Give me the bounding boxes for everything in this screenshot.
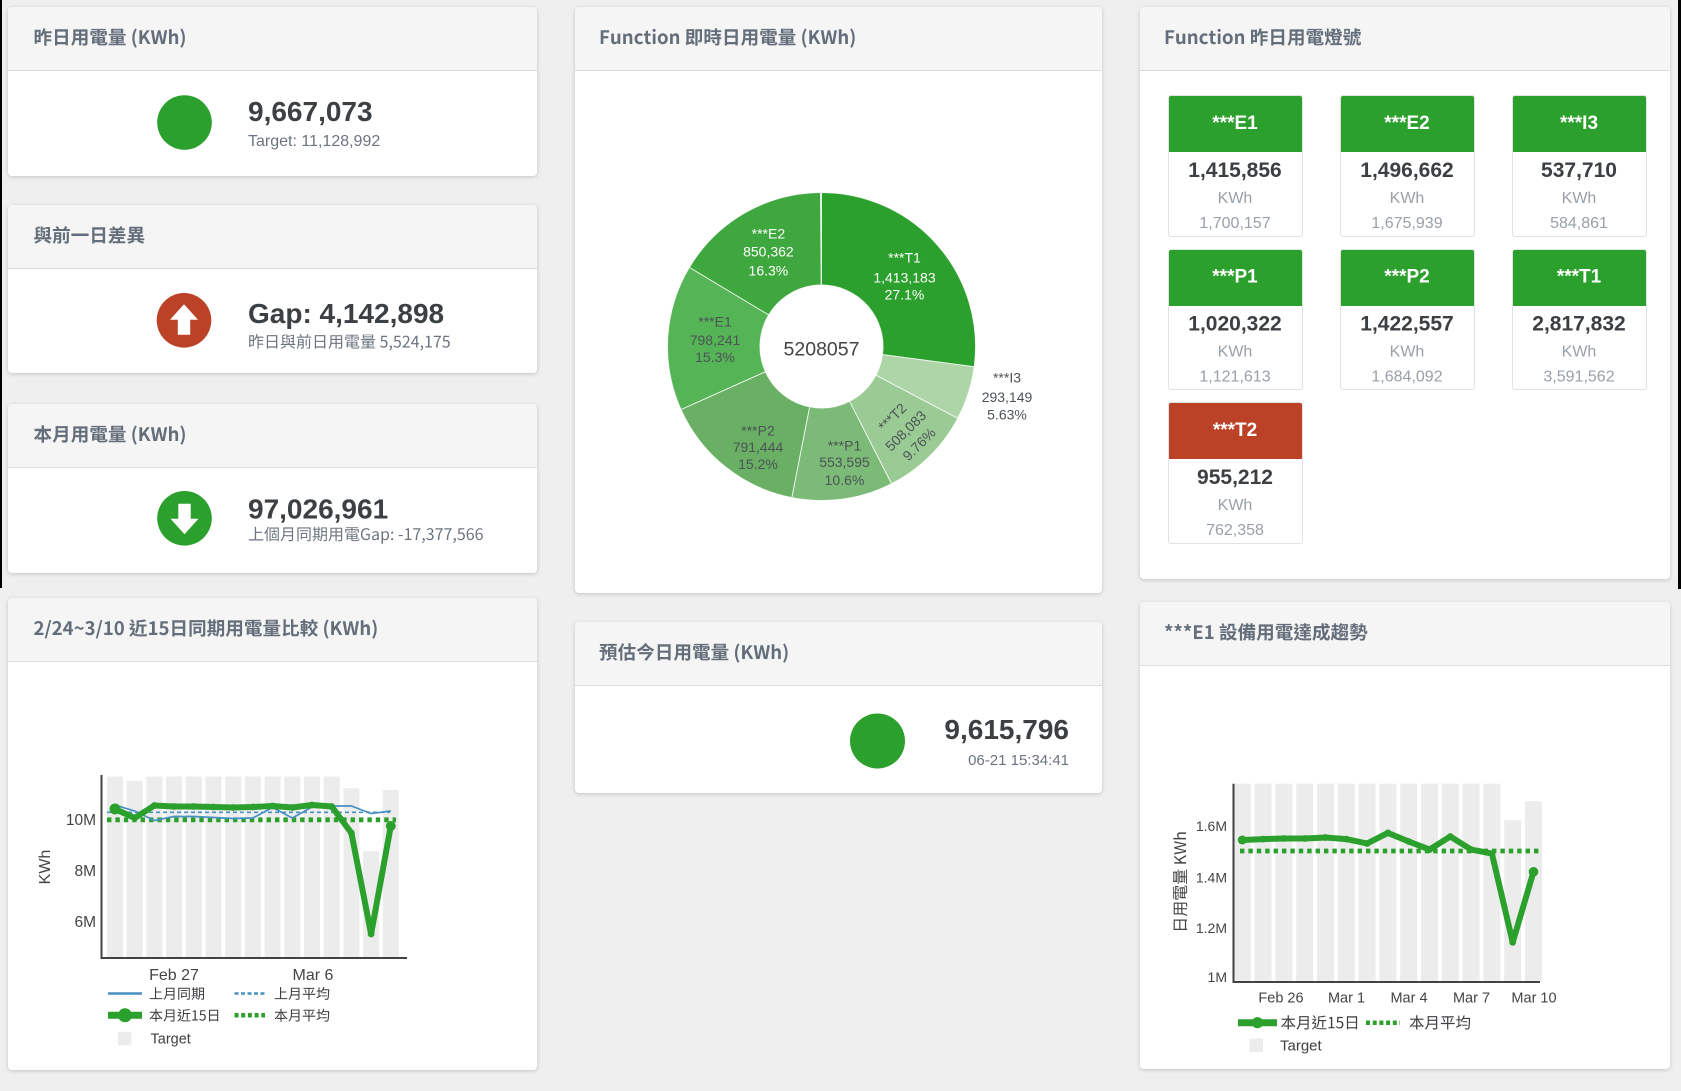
svg-text:KWh: KWh [1390,190,1425,207]
svg-text:16.3%: 16.3% [749,263,789,279]
svg-text:***E1: ***E1 [1212,113,1258,134]
svg-text:1,675,939: 1,675,939 [1371,215,1442,232]
svg-text:27.1%: 27.1% [885,287,925,303]
svg-text:955,212: 955,212 [1197,466,1273,489]
svg-text:5.63%: 5.63% [987,406,1027,422]
svg-text:9,615,796: 9,615,796 [944,714,1069,745]
svg-text:1,422,557: 1,422,557 [1360,313,1453,336]
svg-text:Feb 26: Feb 26 [1258,991,1303,1007]
svg-text:9,667,073: 9,667,073 [248,96,373,127]
svg-text:10M: 10M [66,812,96,829]
svg-text:553,595: 553,595 [819,454,870,470]
svg-text:97,026,961: 97,026,961 [248,494,388,525]
svg-text:Feb 27: Feb 27 [149,967,199,984]
svg-text:KWh: KWh [37,850,54,885]
svg-text:***P2: ***P2 [741,422,775,438]
svg-text:KWh: KWh [1218,344,1253,361]
svg-text:762,358: 762,358 [1206,522,1264,539]
svg-text:KWh: KWh [1562,190,1597,207]
svg-text:***I3: ***I3 [1560,113,1598,134]
svg-text:KWh: KWh [1390,344,1425,361]
svg-text:1M: 1M [1208,969,1227,985]
svg-text:3,591,562: 3,591,562 [1543,369,1614,386]
svg-text:1,415,856: 1,415,856 [1188,159,1281,182]
svg-text:Mar 4: Mar 4 [1390,991,1427,1007]
svg-text:1,700,157: 1,700,157 [1199,215,1270,232]
svg-text:KWh: KWh [1218,497,1253,514]
svg-text:850,362: 850,362 [743,244,794,260]
svg-text:***E2: ***E2 [1384,113,1429,134]
svg-text:***E1: ***E1 [698,313,732,329]
svg-text:15.3%: 15.3% [695,349,735,365]
svg-text:537,710: 537,710 [1541,159,1617,182]
svg-text:06-21 15:34:41: 06-21 15:34:41 [968,752,1069,769]
svg-text:***P1: ***P1 [1212,267,1258,288]
svg-text:8M: 8M [74,863,96,880]
svg-text:***T1: ***T1 [888,250,921,266]
svg-text:KWh: KWh [1562,344,1597,361]
svg-text:15.2%: 15.2% [738,456,778,472]
svg-text:584,861: 584,861 [1550,215,1608,232]
svg-text:1.4M: 1.4M [1196,869,1227,885]
svg-text:Target: Target [1280,1038,1323,1055]
svg-text:10.6%: 10.6% [825,472,865,488]
svg-text:2,817,832: 2,817,832 [1532,313,1625,336]
svg-text:***P2: ***P2 [1384,267,1429,288]
svg-text:293,149: 293,149 [982,389,1033,405]
svg-text:1,496,662: 1,496,662 [1360,159,1453,182]
svg-text:1.6M: 1.6M [1196,818,1227,834]
svg-text:791,444: 791,444 [733,439,784,455]
svg-text:Mar 10: Mar 10 [1511,991,1556,1007]
svg-text:1,684,092: 1,684,092 [1371,369,1442,386]
svg-text:5208057: 5208057 [784,339,860,361]
svg-text:Target: Target [151,1032,191,1048]
svg-text:Mar 1: Mar 1 [1328,991,1365,1007]
svg-text:KWh: KWh [1218,190,1253,207]
svg-text:Target: 11,128,992: Target: 11,128,992 [248,133,380,150]
svg-text:Mar 7: Mar 7 [1453,991,1490,1007]
svg-text:***E2: ***E2 [752,226,786,242]
svg-text:Gap: 4,142,898: Gap: 4,142,898 [248,298,444,329]
svg-text:***I3: ***I3 [993,370,1021,386]
svg-text:***T1: ***T1 [1557,267,1602,288]
svg-text:798,241: 798,241 [690,332,741,348]
svg-text:1,413,183: 1,413,183 [873,270,935,286]
svg-text:Mar 6: Mar 6 [293,967,334,984]
svg-text:***P1: ***P1 [828,438,862,454]
svg-text:1,020,322: 1,020,322 [1188,313,1281,336]
svg-text:1.2M: 1.2M [1196,920,1227,936]
svg-text:6M: 6M [74,914,96,931]
svg-text:1,121,613: 1,121,613 [1199,369,1270,386]
svg-text:***T2: ***T2 [1213,420,1257,441]
